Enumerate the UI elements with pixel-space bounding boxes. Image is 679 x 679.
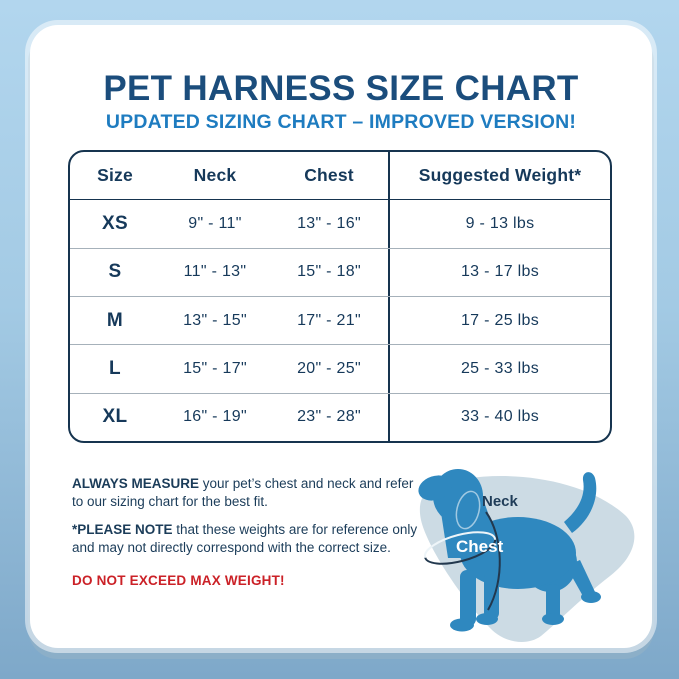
notes-section: ALWAYS MEASURE your pet’s chest and neck… [72, 475, 424, 590]
weight-cell: 13 - 17 lbs [388, 248, 610, 296]
dog-silhouette [418, 469, 601, 632]
chest-cell: 17" - 21" [297, 311, 361, 329]
size-cell: XS [102, 212, 128, 234]
measure-note-text: your pet’s chest and neck and refer to o… [72, 476, 414, 509]
weight-cell: 17 - 25 lbs [388, 296, 610, 345]
size-cell: XL [102, 406, 128, 428]
column-header-size: Size [97, 165, 133, 186]
please-note-lead: *PLEASE NOTE [72, 521, 173, 537]
page-subtitle: UPDATED SIZING CHART – IMPROVED VERSION! [105, 111, 577, 133]
please-note: *PLEASE NOTE that these weights are for … [72, 521, 424, 557]
chest-cell: 20" - 25" [297, 359, 361, 377]
table-row-xl: XL 16" - 19" 23" - 28" 33 - 40 lbs [70, 392, 610, 441]
page-title: PET HARNESS SIZE CHART [103, 69, 579, 108]
column-header-weight: Suggested Weight* [388, 152, 610, 200]
measure-note-lead: ALWAYS MEASURE [72, 476, 200, 491]
neck-cell: 9" - 11" [188, 214, 242, 232]
chest-measure-line [485, 511, 501, 611]
size-table: Size Neck Chest Suggested Weight* XS 9" … [68, 150, 612, 443]
neck-measure-line-front [424, 538, 497, 565]
dog-illustration: Neck Chest [418, 469, 635, 642]
column-header-neck: Neck [193, 165, 237, 186]
weight-cell: 33 - 40 lbs [388, 393, 610, 441]
weight-cell: 9 - 13 lbs [388, 200, 610, 248]
size-cell: L [109, 357, 121, 379]
size-chart-card: PET HARNESS SIZE CHART UPDATED SIZING CH… [30, 25, 652, 648]
table-row-m: M 13" - 15" 17" - 21" 17 - 25 lbs [70, 295, 610, 345]
dog-measurement-diagram: Neck Chest [398, 458, 648, 648]
table-row-xs: XS 9" - 11" 13" - 16" 9 - 13 lbs [70, 200, 610, 248]
chest-label: Chest [456, 537, 504, 556]
column-header-chest: Chest [304, 165, 354, 186]
neck-cell: 16" - 19" [183, 408, 247, 426]
measure-note: ALWAYS MEASURE your pet’s chest and neck… [72, 475, 424, 511]
chest-cell: 23" - 28" [297, 408, 361, 426]
table-row-s: S 11" - 13" 15" - 18" 13 - 17 lbs [70, 247, 610, 296]
chest-cell: 13" - 16" [297, 214, 361, 232]
table-row-l: L 15" - 17" 20" - 25" 25 - 33 lbs [70, 344, 610, 393]
neck-label: Neck [482, 493, 519, 510]
weight-cell: 25 - 33 lbs [388, 345, 610, 393]
chest-cell: 15" - 18" [297, 263, 361, 281]
neck-measure-line-back [423, 531, 496, 558]
please-note-text: that these weights are for reference onl… [72, 521, 418, 555]
size-cell: M [106, 309, 124, 331]
size-cell: S [108, 261, 122, 283]
max-weight-warning: DO NOT EXCEED MAX WEIGHT! [72, 572, 285, 588]
neck-cell: 13" - 15" [183, 311, 247, 329]
neck-cell: 15" - 17" [183, 359, 247, 377]
neck-cell: 11" - 13" [183, 263, 247, 281]
table-header-row: Size Neck Chest Suggested Weight* [70, 152, 610, 201]
